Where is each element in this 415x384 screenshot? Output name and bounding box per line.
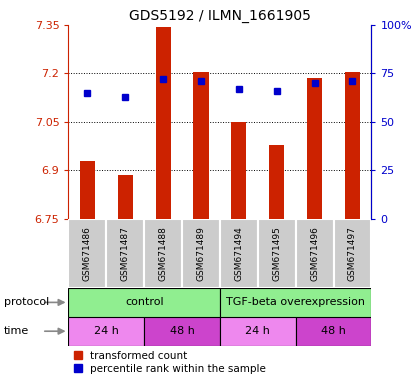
Bar <box>295 317 371 346</box>
Bar <box>68 219 106 288</box>
Bar <box>144 219 182 288</box>
Bar <box>345 72 360 219</box>
Text: GSM671486: GSM671486 <box>83 226 92 281</box>
Bar <box>68 317 144 346</box>
Text: TGF-beta overexpression: TGF-beta overexpression <box>226 297 365 308</box>
Text: 24 h: 24 h <box>245 326 270 336</box>
Bar <box>220 219 258 288</box>
Text: GSM671495: GSM671495 <box>272 226 281 281</box>
Bar <box>182 219 220 288</box>
Bar <box>334 219 371 288</box>
Bar <box>220 317 295 346</box>
Bar <box>220 288 371 317</box>
Bar <box>258 219 295 288</box>
Text: GSM671488: GSM671488 <box>159 226 168 281</box>
Bar <box>269 144 284 219</box>
Bar <box>156 26 171 219</box>
Text: GSM671497: GSM671497 <box>348 226 357 281</box>
Text: GSM671494: GSM671494 <box>234 226 243 281</box>
Text: 24 h: 24 h <box>94 326 119 336</box>
Bar <box>231 122 247 219</box>
Bar <box>80 161 95 219</box>
Text: time: time <box>4 326 29 336</box>
Text: 48 h: 48 h <box>170 326 195 336</box>
Text: control: control <box>125 297 164 308</box>
Text: 48 h: 48 h <box>321 326 346 336</box>
Bar <box>193 72 209 219</box>
Bar <box>68 288 220 317</box>
Bar <box>118 175 133 219</box>
Legend: transformed count, percentile rank within the sample: transformed count, percentile rank withi… <box>74 351 266 374</box>
Bar <box>144 317 220 346</box>
Bar <box>106 219 144 288</box>
Text: GSM671487: GSM671487 <box>121 226 130 281</box>
Bar <box>307 78 322 219</box>
Text: protocol: protocol <box>4 297 49 308</box>
Bar <box>295 219 334 288</box>
Title: GDS5192 / ILMN_1661905: GDS5192 / ILMN_1661905 <box>129 8 311 23</box>
Text: GSM671489: GSM671489 <box>197 226 205 281</box>
Text: GSM671496: GSM671496 <box>310 226 319 281</box>
